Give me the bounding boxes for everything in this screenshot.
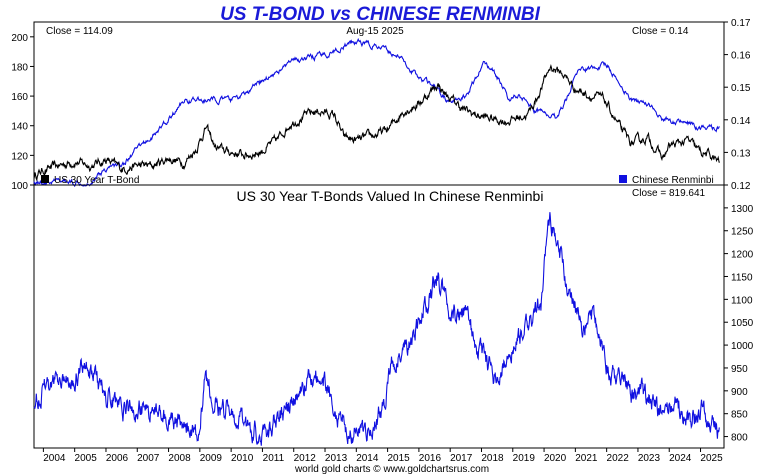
bottom-chart-title: US 30 Year T-Bonds Valued In Chinese Ren… xyxy=(237,188,544,204)
x-axis-tick-label: 2013 xyxy=(325,453,348,464)
right-axis-tick-label: 0.12 xyxy=(731,181,751,192)
x-axis-tick-label: 2020 xyxy=(544,453,567,464)
ratio-series-line xyxy=(33,212,720,446)
x-axis-tick-label: 2005 xyxy=(75,453,98,464)
right-axis-tick-label: 950 xyxy=(731,364,748,375)
page-title: US T-BOND vs CHINESE RENMINBI xyxy=(220,4,541,25)
bottom-panel: US 30 Year T-Bonds Valued In Chinese Ren… xyxy=(33,184,754,464)
top-left-axis: 100 120 140 160 180 200 xyxy=(11,33,34,192)
legend-tbond-swatch xyxy=(41,175,49,183)
x-axis-tick-label: 2018 xyxy=(481,453,504,464)
right-axis-tick-label: 1050 xyxy=(731,318,754,329)
tbond-series-line xyxy=(33,63,720,182)
left-axis-tick-label: 200 xyxy=(11,33,28,44)
right-axis-tick-label: 1100 xyxy=(731,295,753,306)
legend: US 30 Year T-Bond Chinese Renminbi xyxy=(41,175,714,186)
footer-credit: world gold charts © www.goldchartsrus.co… xyxy=(294,464,489,475)
legend-tbond-label: US 30 Year T-Bond xyxy=(54,175,139,186)
right-axis-tick-label: 1150 xyxy=(731,272,753,283)
x-axis-tick-label: 2008 xyxy=(168,453,191,464)
left-axis-tick-label: 140 xyxy=(11,122,28,133)
date-label: Aug-15 2025 xyxy=(346,26,404,37)
x-axis-tick-label: 2006 xyxy=(106,453,129,464)
x-axis-tick-label: 2009 xyxy=(200,453,223,464)
legend-renminbi-label: Chinese Renminbi xyxy=(632,175,714,186)
right-axis-tick-label: 0.14 xyxy=(731,116,751,127)
x-axis-tick-label: 2021 xyxy=(575,453,598,464)
top-right-axis: 0.12 0.13 0.14 0.15 0.16 0.17 xyxy=(724,18,751,192)
right-axis-tick-label: 1300 xyxy=(731,204,754,215)
ratio-close-label: Close = 819.641 xyxy=(632,188,706,199)
right-axis-tick-label: 1200 xyxy=(731,250,754,261)
x-axis-tick-label: 2025 xyxy=(700,453,723,464)
right-axis-tick-label: 0.17 xyxy=(731,18,751,29)
right-axis-tick-label: 0.15 xyxy=(731,83,751,94)
right-axis-tick-label: 850 xyxy=(731,410,748,421)
x-axis-tick-label: 2019 xyxy=(513,453,536,464)
tbond-close-label: Close = 114.09 xyxy=(46,26,113,37)
renminbi-close-label: Close = 0.14 xyxy=(632,26,689,37)
right-axis-tick-label: 0.16 xyxy=(731,51,751,62)
bottom-panel-frame xyxy=(33,184,725,449)
x-axis-tick-label: 2012 xyxy=(294,453,317,464)
legend-renminbi-swatch xyxy=(619,175,627,183)
left-axis-tick-label: 100 xyxy=(11,181,28,192)
x-axis-tick-label: 2004 xyxy=(43,453,66,464)
x-axis-tick-label: 2007 xyxy=(137,453,160,464)
left-axis-tick-label: 180 xyxy=(11,62,28,73)
x-axis: 2004 2005 2006 2007 2008 2009 2010 2011 2012 2013… xyxy=(42,448,723,464)
x-axis-tick-label: 2015 xyxy=(387,453,410,464)
renminbi-series-line xyxy=(33,37,720,188)
left-axis-tick-label: 160 xyxy=(11,92,28,103)
x-axis-tick-label: 2024 xyxy=(669,453,692,464)
x-axis-tick-label: 2017 xyxy=(450,453,473,464)
right-axis-tick-label: 800 xyxy=(731,433,748,444)
right-axis-tick-label: 1250 xyxy=(731,227,754,238)
x-axis-tick-label: 2014 xyxy=(356,453,379,464)
right-axis-tick-label: 0.13 xyxy=(731,148,751,159)
bottom-right-axis: 800 850 900 950 1000 1050 1100 1150 1200 1250 1300 xyxy=(724,204,754,444)
x-axis-tick-label: 2016 xyxy=(419,453,442,464)
right-axis-tick-label: 900 xyxy=(731,387,748,398)
right-axis-tick-label: 1000 xyxy=(731,341,754,352)
x-axis-tick-label: 2022 xyxy=(607,453,630,464)
x-axis-tick-label: 2023 xyxy=(638,453,661,464)
left-axis-tick-label: 120 xyxy=(11,151,28,162)
x-axis-tick-label: 2010 xyxy=(231,453,254,464)
x-axis-tick-label: 2011 xyxy=(263,453,285,464)
